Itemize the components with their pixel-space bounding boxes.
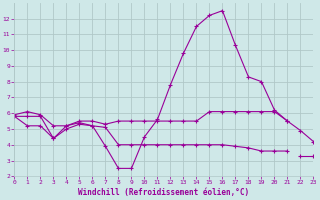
X-axis label: Windchill (Refroidissement éolien,°C): Windchill (Refroidissement éolien,°C) bbox=[78, 188, 250, 197]
